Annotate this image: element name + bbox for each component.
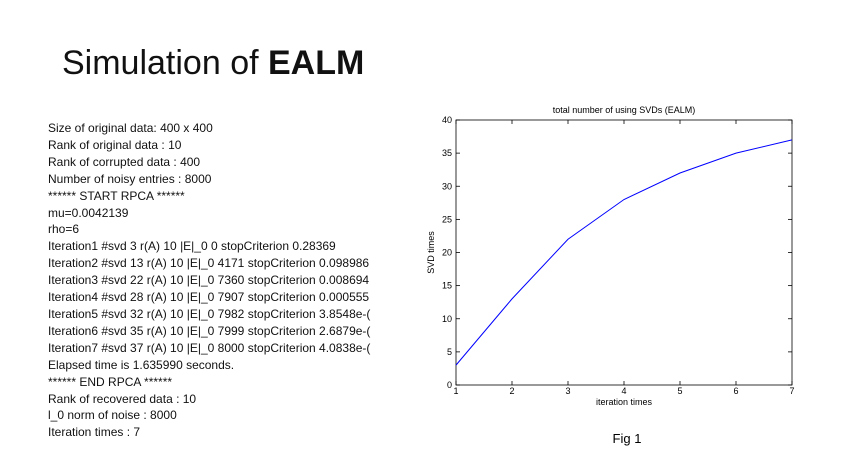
- x-axis-label: iteration times: [596, 397, 653, 407]
- log-line: Iteration5 #svd 32 r(A) 10 |E|_0 7982 st…: [48, 306, 371, 321]
- x-tick-label: 7: [789, 386, 794, 396]
- log-line: Size of original data: 400 x 400: [48, 121, 213, 135]
- data-line: [455, 139, 793, 366]
- y-tick-label: 0: [447, 380, 452, 390]
- slide-title: Simulation of EALM: [62, 44, 364, 83]
- log-line: Rank of corrupted data : 400: [48, 154, 201, 169]
- output-log: Size of original data: 400 x 400 Rank of …: [48, 120, 400, 441]
- x-tick-label: 5: [677, 386, 682, 396]
- x-tick-label: 1: [453, 386, 458, 396]
- plot-area: [455, 119, 793, 386]
- log-line: Iteration2 #svd 13 r(A) 10 |E|_0 4171 st…: [48, 256, 370, 271]
- log-line: ****** END RPCA ******: [48, 374, 173, 389]
- log-line: Iteration4 #svd 28 r(A) 10 |E|_0 7907 st…: [48, 290, 370, 305]
- log-line: rho=6: [48, 222, 80, 237]
- log-line: ****** START RPCA ******: [48, 188, 185, 203]
- log-line: Iteration7 #svd 37 r(A) 10 |E|_0 8000 st…: [48, 340, 371, 355]
- log-line: l_0 norm of noise : 8000: [48, 408, 177, 423]
- log-line: Iteration3 #svd 22 r(A) 10 |E|_0 7360 st…: [48, 273, 370, 288]
- log-line: Iteration1 #svd 3 r(A) 10 |E|_0 0 stopCr…: [48, 239, 336, 254]
- y-tick-label: 5: [447, 347, 452, 357]
- x-tick-label: 2: [509, 386, 514, 396]
- y-tick-label: 25: [442, 214, 452, 224]
- x-tick-label: 3: [565, 386, 570, 396]
- log-line: Rank of original data : 10: [48, 137, 182, 152]
- figure: total number of using SVDs (EALM) iterati…: [426, 105, 795, 446]
- y-tick-label: 10: [442, 314, 452, 324]
- chart-title: total number of using SVDs (EALM): [553, 105, 696, 115]
- x-tick-label: 4: [621, 386, 626, 396]
- log-line: mu=0.0042139: [48, 205, 129, 220]
- title-bold: EALM: [268, 44, 365, 82]
- log-line: Iteration times : 7: [48, 425, 141, 440]
- x-tick-label: 6: [733, 386, 738, 396]
- title-text: Simulation of: [62, 44, 259, 82]
- log-line: Elapsed time is 1.635990 seconds.: [48, 357, 235, 372]
- y-tick-label: 15: [442, 281, 452, 291]
- y-tick-label: 30: [442, 181, 452, 191]
- y-axis-label: SVD times: [426, 231, 436, 274]
- y-tick-label: 20: [442, 248, 452, 258]
- figure-caption: Fig 1: [613, 431, 642, 446]
- log-line: Iteration6 #svd 35 r(A) 10 |E|_0 7999 st…: [48, 323, 371, 338]
- y-tick-label: 35: [442, 148, 452, 158]
- log-line: Number of noisy entries : 8000: [48, 171, 212, 186]
- log-line: Rank of recovered data : 10: [48, 391, 197, 406]
- y-tick-label: 40: [442, 115, 452, 125]
